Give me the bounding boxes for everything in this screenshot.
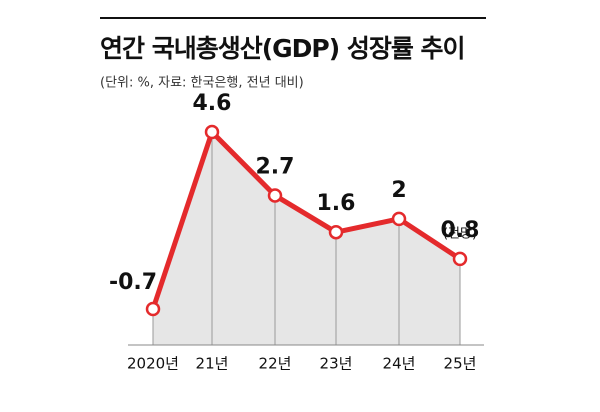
value-label: -0.7 [109, 270, 157, 295]
value-label: 2.7 [256, 154, 295, 179]
value-label: 0.8 [441, 218, 480, 243]
chart-subtitle: (단위: %, 자료: 한국은행, 전년 대비) [100, 75, 304, 91]
marker [328, 224, 344, 240]
area [153, 132, 460, 345]
chart-title: 연간 국내총생산(GDP) 성장률 추이 [100, 34, 465, 63]
x-tick-label: 22년 [259, 355, 292, 373]
marker [391, 211, 407, 227]
annotation: (전망) [443, 226, 477, 241]
value-label: 4.6 [193, 91, 232, 116]
x-tick-label: 23년 [320, 355, 353, 373]
value-label: 1.6 [317, 191, 356, 216]
x-tick-label: 21년 [196, 355, 229, 373]
marker [145, 301, 161, 317]
x-tick-label: 25년 [444, 355, 477, 373]
marker [204, 124, 220, 140]
line [150, 129, 462, 310]
x-tick-label: 24년 [383, 355, 416, 373]
x-tick-label: 2020년 [127, 355, 179, 373]
marker [267, 188, 283, 203]
marker [452, 251, 468, 267]
value-label: 2 [391, 178, 406, 203]
